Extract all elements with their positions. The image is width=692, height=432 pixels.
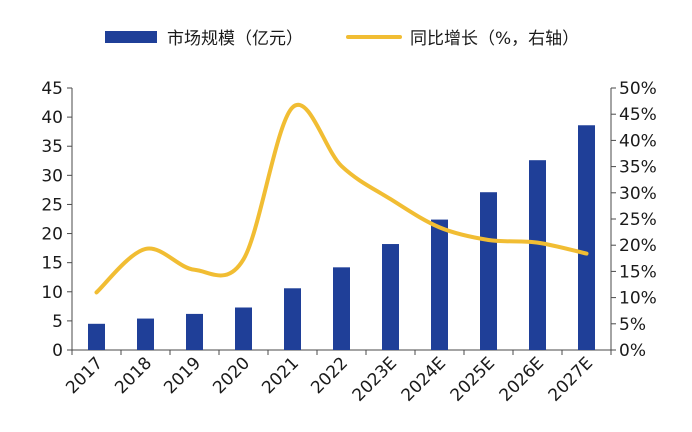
legend-line-label: 同比增长（%，右轴）: [410, 29, 579, 49]
x-tick-label: 2024E: [398, 353, 450, 405]
bar: [333, 267, 350, 350]
left-tick-label: 45: [41, 79, 63, 99]
x-tick-label: 2018: [111, 353, 156, 398]
x-tick-label: 2020: [209, 353, 254, 398]
left-tick-label: 5: [52, 312, 63, 332]
left-tick-label: 0: [52, 341, 63, 361]
legend: 市场规模（亿元） 同比增长（%，右轴）: [105, 29, 579, 49]
bar: [382, 244, 399, 350]
x-tick-label: 2026E: [496, 353, 548, 405]
bar: [431, 219, 448, 350]
right-tick-label: 40%: [619, 131, 657, 151]
legend-bar-label: 市场规模（亿元）: [167, 29, 303, 49]
right-tick-label: 35%: [619, 158, 657, 178]
x-tick-label: 2025E: [447, 353, 499, 405]
bar: [529, 160, 546, 350]
x-tick-label: 2019: [160, 353, 205, 398]
right-tick-label: 0%: [619, 341, 646, 361]
left-tick-label: 25: [41, 195, 63, 215]
right-tick-label: 20%: [619, 236, 657, 256]
x-tick-label: 2023E: [349, 353, 401, 405]
left-tick-label: 30: [41, 166, 63, 186]
left-tick-label: 35: [41, 137, 63, 157]
right-tick-label: 25%: [619, 210, 657, 230]
x-tick-label: 2021: [258, 353, 303, 398]
legend-bar-swatch: [105, 31, 157, 43]
right-tick-label: 15%: [619, 262, 657, 282]
right-tick-label: 5%: [619, 315, 646, 335]
bar: [235, 307, 252, 350]
bar: [480, 192, 497, 350]
x-tick-label: 2027E: [545, 353, 597, 405]
bar: [88, 323, 105, 350]
tick-labels: 0 5 10 15 20 25 30 35 40 45 0% 5% 10% 15% 20% 25% 30% 35%…: [41, 79, 656, 406]
left-tick-label: 10: [41, 283, 63, 303]
bar: [284, 288, 301, 350]
x-tick-label: 2022: [307, 353, 352, 398]
bar-series: [88, 125, 595, 350]
growth-line: [94, 102, 589, 295]
left-tick-label: 20: [41, 225, 63, 245]
left-tick-label: 15: [41, 254, 63, 274]
right-tick-label: 10%: [619, 289, 657, 309]
right-tick-label: 50%: [619, 79, 657, 99]
right-tick-label: 45%: [619, 105, 657, 125]
bar: [137, 318, 154, 350]
right-tick-label: 30%: [619, 184, 657, 204]
x-tick-label: 2017: [62, 353, 107, 398]
left-tick-label: 40: [41, 108, 63, 128]
bar: [186, 313, 203, 350]
bar: [578, 125, 595, 350]
line-series: [94, 102, 589, 295]
